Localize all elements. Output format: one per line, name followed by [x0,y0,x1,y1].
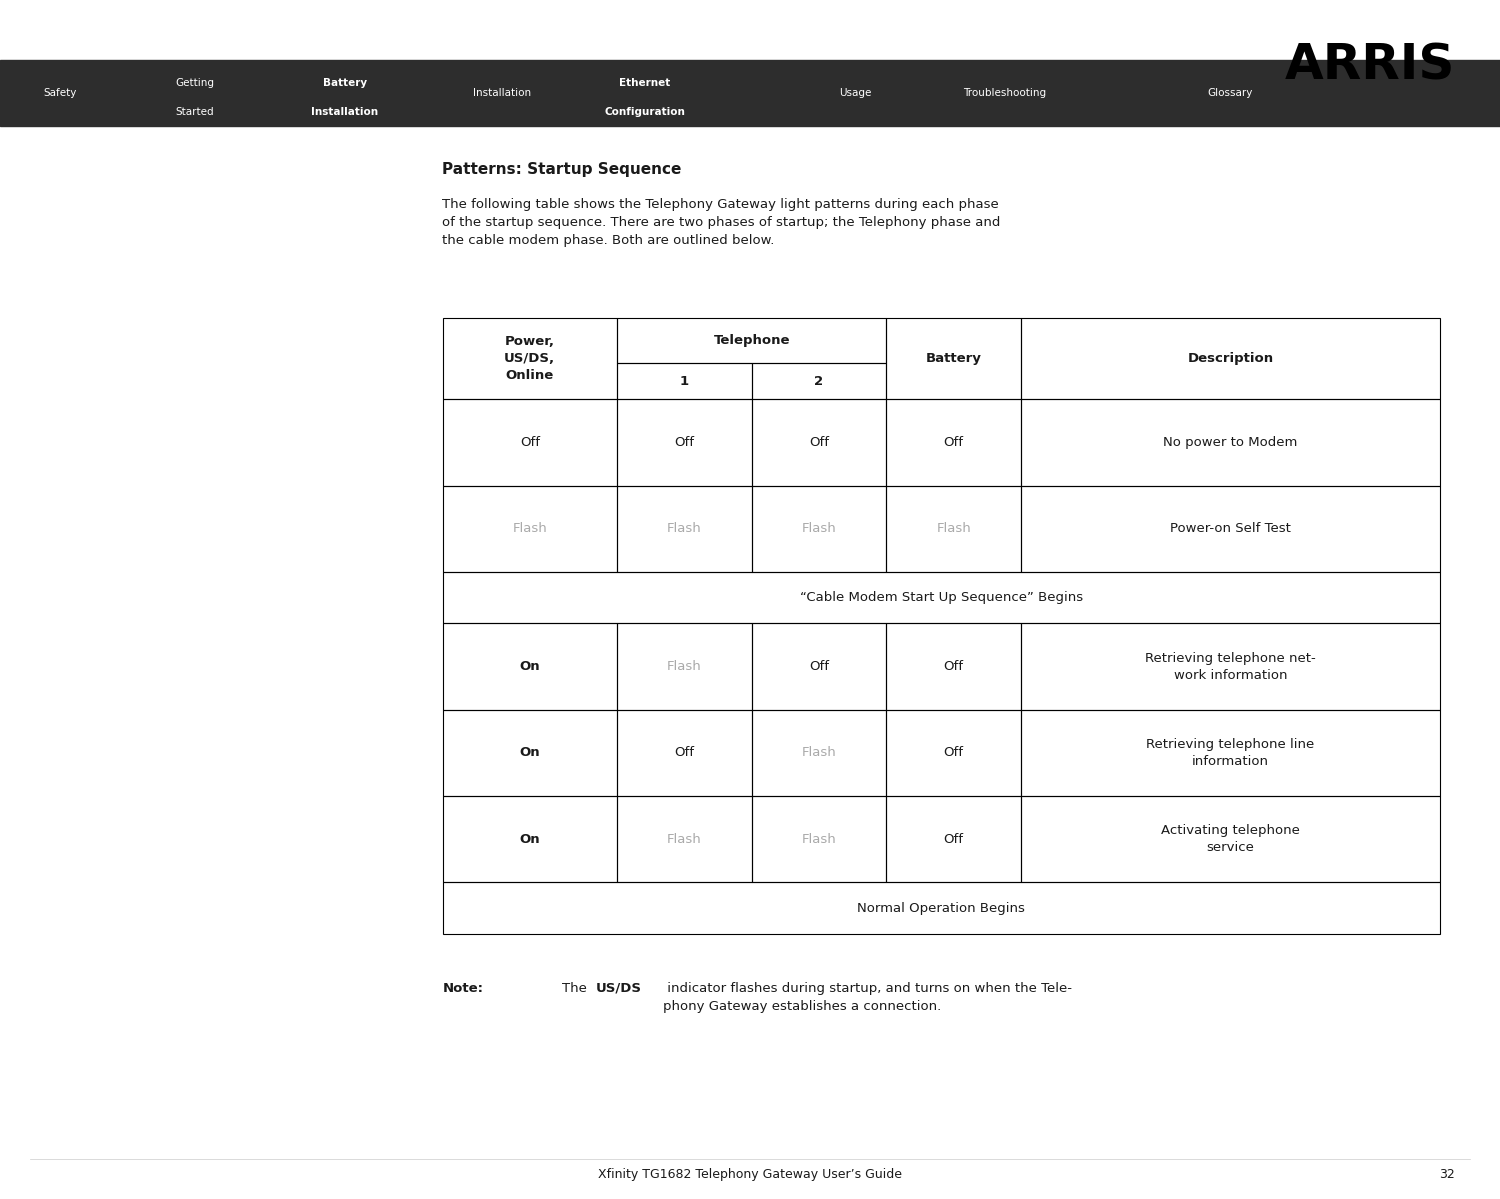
Text: “Cable Modem Start Up Sequence” Begins: “Cable Modem Start Up Sequence” Begins [800,591,1083,604]
Text: Safety: Safety [44,88,76,98]
Bar [1022,710,1440,796]
Bar [442,710,616,796]
Bar [752,399,886,486]
Bar [442,882,1440,934]
Bar [752,623,886,710]
Text: On: On [519,747,540,759]
Text: Glossary: Glossary [1208,88,1252,98]
Text: Retrieving telephone net-
work information: Retrieving telephone net- work informati… [1144,651,1316,682]
Bar [616,363,752,399]
Text: Activating telephone
service: Activating telephone service [1161,824,1300,855]
Bar [442,623,616,710]
Text: Installation: Installation [312,108,378,118]
Text: Off: Off [944,747,963,759]
Bar [442,318,616,399]
Text: On: On [519,661,540,673]
Bar [886,710,1022,796]
Bar [886,623,1022,710]
Text: No power to Modem: No power to Modem [1164,436,1298,448]
Bar [886,796,1022,882]
Text: Telephone: Telephone [714,335,791,347]
Text: Off: Off [944,436,963,448]
Text: Flash: Flash [936,523,970,535]
Bar [442,796,616,882]
Bar [752,486,886,572]
Text: Off: Off [944,661,963,673]
Text: Off: Off [808,661,830,673]
Text: Flash: Flash [513,523,548,535]
Text: Off: Off [520,436,540,448]
Text: 2: 2 [815,375,824,387]
Bar [0,60,1500,126]
Text: The following table shows the Telephony Gateway light patterns during each phase: The following table shows the Telephony … [442,198,1001,247]
Text: Flash: Flash [668,833,702,845]
Bar [1022,399,1440,486]
Text: Off: Off [675,747,694,759]
Text: Off: Off [808,436,830,448]
Bar [1022,318,1440,399]
Text: Battery: Battery [322,78,368,89]
Text: Power,
US/DS,
Online: Power, US/DS, Online [504,335,555,382]
Text: Flash: Flash [801,523,837,535]
Bar [1022,623,1440,710]
Bar [442,572,1440,623]
Bar [616,623,752,710]
Text: Flash: Flash [668,661,702,673]
Text: 32: 32 [1440,1168,1455,1181]
Text: Normal Operation Begins: Normal Operation Begins [858,902,1024,915]
Bar [616,399,752,486]
Text: Usage: Usage [839,88,872,98]
Bar [442,486,616,572]
Text: indicator flashes during startup, and turns on when the Tele-
phony Gateway esta: indicator flashes during startup, and tu… [663,982,1072,1013]
Text: Flash: Flash [668,523,702,535]
Bar [752,710,886,796]
Bar [616,710,752,796]
Text: US/DS: US/DS [596,982,642,995]
Text: Ethernet: Ethernet [620,78,670,89]
Bar [886,318,1022,399]
Text: Patterns: Startup Sequence: Patterns: Startup Sequence [442,162,682,177]
Text: The: The [562,982,591,995]
Text: Getting: Getting [176,78,214,89]
Text: Retrieving telephone line
information: Retrieving telephone line information [1146,737,1314,769]
Bar [616,318,886,363]
Text: Flash: Flash [801,833,837,845]
Bar [752,363,886,399]
Text: Started: Started [176,108,214,118]
Bar [752,796,886,882]
Text: Note:: Note: [442,982,483,995]
Text: Configuration: Configuration [604,108,686,118]
Text: Battery: Battery [926,353,981,364]
Bar [886,399,1022,486]
Bar [1022,486,1440,572]
Text: Xfinity TG1682 Telephony Gateway User’s Guide: Xfinity TG1682 Telephony Gateway User’s … [598,1168,902,1181]
Text: ARRIS: ARRIS [1284,42,1455,90]
Bar [886,486,1022,572]
Text: Troubleshooting: Troubleshooting [963,88,1047,98]
Text: On: On [519,833,540,845]
Text: Description: Description [1188,353,1274,364]
Text: Power-on Self Test: Power-on Self Test [1170,523,1292,535]
Text: Flash: Flash [801,747,837,759]
Text: Off: Off [944,833,963,845]
Bar [616,796,752,882]
Bar [1022,796,1440,882]
Bar [616,486,752,572]
Bar [442,399,616,486]
Text: Off: Off [675,436,694,448]
Text: 1: 1 [680,375,688,387]
Text: Installation: Installation [474,88,531,98]
